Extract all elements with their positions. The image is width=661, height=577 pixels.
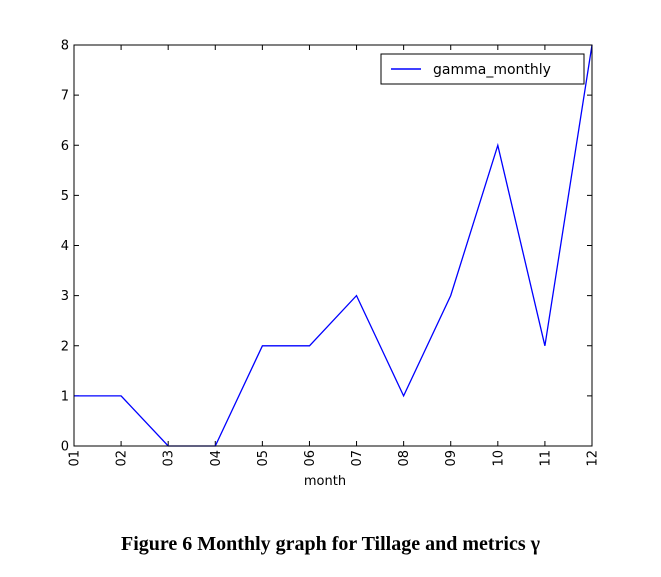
y-axis-ticks: 0 1 2 3 4 5 6 7 8: [61, 39, 592, 455]
series-layer: [74, 44, 593, 447]
series-line-gamma-monthly: [74, 44, 593, 447]
x-tick-label: 06: [303, 450, 318, 467]
figure-caption: Figure 6 Monthly graph for Tillage and m…: [121, 533, 540, 555]
x-axis-label: month: [304, 474, 346, 489]
y-tick-label: 1: [61, 389, 69, 404]
plot-frame: [73, 44, 593, 447]
legend-label-gamma-monthly: gamma_monthly: [433, 62, 551, 78]
x-tick-label: 04: [209, 450, 224, 467]
y-tick-label: 6: [61, 139, 69, 154]
x-tick-label: 08: [397, 450, 412, 467]
x-tick-label: 02: [115, 450, 130, 467]
y-tick-label: 5: [61, 189, 69, 204]
y-tick-label: 7: [61, 89, 69, 104]
x-tick-label: 03: [162, 450, 177, 467]
y-tick-label: 3: [61, 289, 69, 304]
x-tick-label: 09: [444, 450, 459, 467]
y-tick-label: 0: [61, 440, 69, 455]
x-tick-label: 11: [538, 450, 553, 467]
y-tick-label: 8: [61, 39, 69, 54]
x-tick-label: 10: [491, 450, 506, 467]
x-axis-ticks: 01 02 03 04 05 06 07 08 09 10 11 12: [68, 45, 601, 467]
x-tick-label: 12: [586, 450, 601, 467]
legend: gamma_monthly: [380, 53, 585, 85]
x-tick-label: 05: [256, 450, 271, 467]
y-tick-label: 4: [61, 239, 69, 254]
x-tick-label: 07: [350, 450, 365, 467]
y-tick-label: 2: [61, 339, 69, 354]
x-tick-label: 01: [68, 450, 83, 467]
